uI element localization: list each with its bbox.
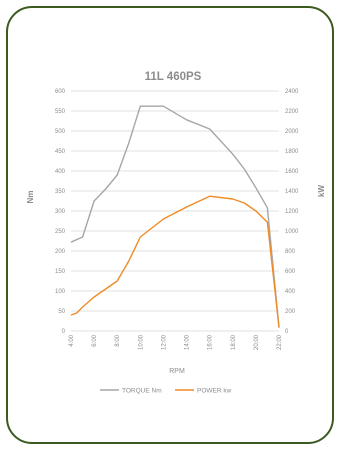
x-tick-label: 4:00 bbox=[69, 334, 75, 346]
series-line-torque bbox=[70, 105, 280, 328]
x-tick-label: 6:00 bbox=[92, 334, 98, 346]
y-axis-right-ticks: 0 200 400 600 800 1000 1200 1400 1600 1800 2000 220… bbox=[285, 89, 299, 335]
x-tick-label: 8:00 bbox=[115, 334, 121, 346]
series-group bbox=[70, 105, 280, 328]
x-tick-label: 12:00 bbox=[161, 334, 167, 350]
y-left-tick-label: 600 bbox=[55, 89, 66, 95]
y-left-tick-label: 100 bbox=[55, 289, 66, 295]
y-right-tick-label: 0 bbox=[285, 329, 289, 335]
y-axis-left-ticks: 0 50 100 150 200 250 300 350 400 450 500 550 600 bbox=[55, 89, 66, 335]
y-left-tick-label: 500 bbox=[55, 129, 66, 135]
y-left-tick-label: 300 bbox=[55, 209, 66, 215]
y-right-tick-label: 1000 bbox=[285, 229, 299, 235]
y-right-tick-label: 1800 bbox=[285, 149, 299, 155]
x-tick-label: 22:00 bbox=[277, 334, 283, 350]
y-left-tick-label: 50 bbox=[58, 309, 65, 315]
chart-title: 11L 460PS bbox=[145, 71, 202, 83]
y-right-tick-label: 200 bbox=[285, 309, 296, 315]
series-line-power bbox=[70, 195, 280, 328]
grid bbox=[71, 90, 279, 332]
legend: TORQUE Nm POWER kw bbox=[100, 388, 232, 395]
y-right-tick-label: 400 bbox=[285, 289, 296, 295]
x-tick-label: 20:00 bbox=[254, 334, 260, 350]
y-right-tick-label: 2400 bbox=[285, 89, 299, 95]
y-left-tick-label: 200 bbox=[55, 249, 66, 255]
x-tick-label: 14:00 bbox=[185, 334, 191, 350]
y-right-tick-label: 2000 bbox=[285, 129, 299, 135]
y-right-tick-label: 1600 bbox=[285, 169, 299, 175]
y-left-tick-label: 250 bbox=[55, 229, 66, 235]
legend-label: TORQUE Nm bbox=[122, 388, 162, 395]
y-left-tick-label: 350 bbox=[55, 189, 66, 195]
y-right-tick-label: 1200 bbox=[285, 209, 299, 215]
y-right-tick-label: 1400 bbox=[285, 189, 299, 195]
y-right-tick-label: 2200 bbox=[285, 109, 299, 115]
y-left-tick-label: 150 bbox=[55, 269, 66, 275]
x-tick-label: 10:00 bbox=[138, 334, 144, 350]
y-left-tick-label: 450 bbox=[55, 149, 66, 155]
y-left-tick-label: 0 bbox=[62, 329, 66, 335]
y-left-tick-label: 400 bbox=[55, 169, 66, 175]
x-axis-label: RPM bbox=[169, 368, 185, 375]
chart-card bbox=[6, 6, 334, 444]
y-axis-left-label: Nm bbox=[26, 191, 35, 204]
y-right-tick-label: 800 bbox=[285, 249, 296, 255]
legend-label: POWER kw bbox=[197, 388, 232, 395]
x-tick-label: 18:00 bbox=[231, 334, 237, 350]
y-right-tick-label: 600 bbox=[285, 269, 296, 275]
y-left-tick-label: 550 bbox=[55, 109, 66, 115]
x-axis-ticks: 4:00 6:00 8:00 10:00 12:00 14:00 16:00 18:00 20:… bbox=[69, 334, 283, 350]
y-axis-right-label: kW bbox=[317, 185, 326, 197]
x-tick-label: 16:00 bbox=[208, 334, 214, 350]
